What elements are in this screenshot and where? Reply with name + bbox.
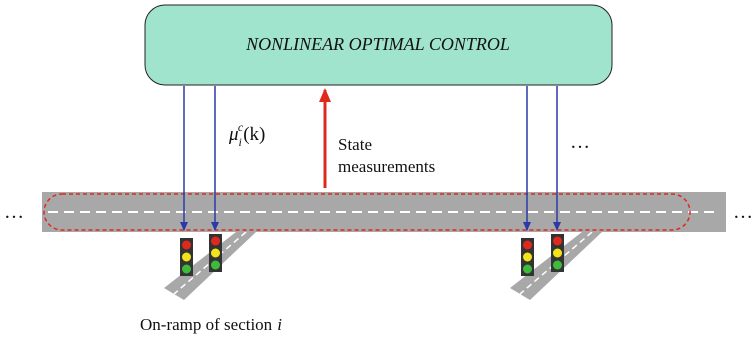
measurement-label: measurements [338, 157, 435, 176]
onramp-variable: i [277, 315, 282, 334]
diagram: NONLINEAR OPTIMAL CONTROL μic(k) State m… [0, 0, 756, 347]
ellipsis: … [4, 201, 24, 223]
control-label: μic(k) [228, 120, 265, 149]
controller-title: NONLINEAR OPTIMAL CONTROL [245, 34, 510, 54]
argument: (k) [243, 124, 265, 145]
subscript: i [239, 135, 242, 149]
ellipsis: … [733, 201, 753, 223]
measurement-label: State [338, 135, 372, 154]
ellipsis: … [570, 131, 590, 153]
onramp-text: On-ramp of section [140, 315, 273, 334]
